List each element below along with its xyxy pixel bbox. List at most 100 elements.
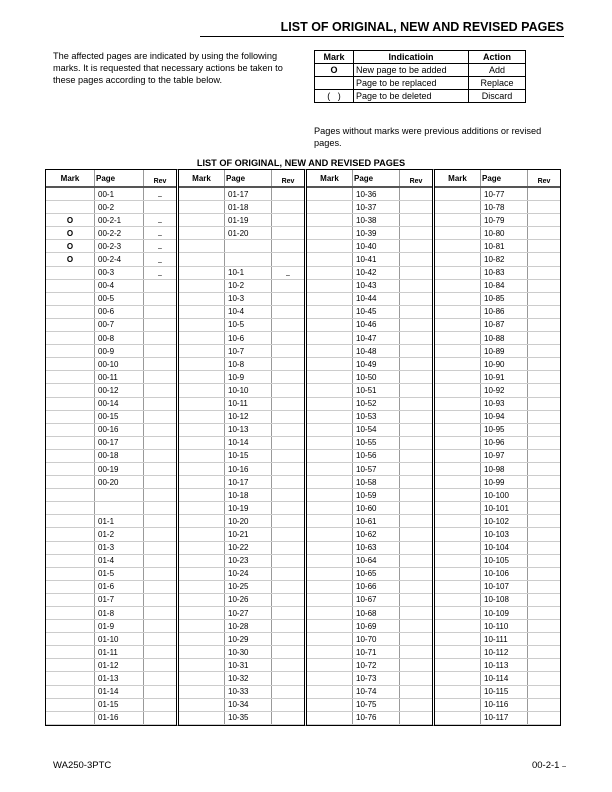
- table-row: 10-38: [307, 213, 432, 228]
- cell-rev: [527, 213, 560, 228]
- cell-mark: [435, 645, 481, 660]
- legend-row: ( ) Page to be deleted Discard: [314, 89, 526, 103]
- table-row: 10-29: [179, 632, 304, 647]
- table-row: 10-103: [435, 527, 560, 542]
- table-row: 00-18: [46, 449, 176, 463]
- cell-rev: [527, 462, 560, 477]
- cell-rev: [399, 344, 432, 359]
- table-row: 10-112: [435, 645, 560, 660]
- cell-rev: [399, 541, 432, 555]
- table-row: 10-54: [307, 423, 432, 437]
- cell-mark: [435, 305, 481, 319]
- cell-rev: [527, 554, 560, 568]
- cell-rev: [271, 383, 304, 398]
- cell-rev: [143, 580, 176, 594]
- cell-page: 10-76: [352, 711, 400, 725]
- table-row: 10-27: [179, 606, 304, 621]
- cell-rev: [143, 685, 176, 699]
- table-row: 10-60: [307, 501, 432, 516]
- cell-rev: [143, 331, 176, 346]
- table-row: 01-9: [46, 619, 176, 634]
- cell-rev: [527, 266, 560, 280]
- table-row: [179, 252, 304, 267]
- cell-mark: [179, 213, 225, 228]
- cell-mark: [46, 370, 95, 385]
- table-row: 10-5: [179, 318, 304, 333]
- cell-mark: [435, 331, 481, 346]
- cell-mark: [435, 658, 481, 673]
- cell-rev: [527, 501, 560, 516]
- cell-page: 01-18: [224, 200, 272, 215]
- cell-page: 00-16: [94, 423, 144, 437]
- legend-mark: ( ): [314, 89, 354, 103]
- cell-mark: [435, 711, 481, 725]
- cell-rev: [399, 357, 432, 372]
- cell-rev: [527, 488, 560, 503]
- table-row: 10-68: [307, 606, 432, 621]
- table-row: 10-91: [435, 370, 560, 385]
- cell-page: 10-75: [352, 698, 400, 712]
- table-row: 10-76: [307, 711, 432, 725]
- cell-rev: [271, 226, 304, 241]
- cell-mark: [307, 698, 353, 712]
- table-row: 01-5: [46, 567, 176, 581]
- table-row: 10-93: [435, 397, 560, 411]
- cell-page: 10-112: [480, 645, 528, 660]
- pages-table: Mark Page Rev 00-1–00-2 O 00-2-1– O 00-2-2– O 00-…: [45, 169, 561, 726]
- cell-page: 00-2: [94, 200, 144, 215]
- cell-rev: [271, 606, 304, 621]
- footer-page: 00-2-1: [531, 760, 560, 771]
- cell-page: 01-5: [94, 567, 144, 581]
- cell-rev: [527, 252, 560, 267]
- cell-rev: [399, 318, 432, 333]
- cell-page: 10-71: [352, 645, 400, 660]
- table-row: 10-81: [435, 239, 560, 254]
- table-row: 10-87: [435, 318, 560, 333]
- cell-mark: [179, 711, 225, 725]
- legend-indication: Page to be deleted: [353, 89, 469, 103]
- cell-page: 10-109: [480, 606, 528, 621]
- table-row: 10-20: [179, 514, 304, 529]
- cell-rev: [527, 475, 560, 490]
- cell-page: 10-99: [480, 475, 528, 490]
- cell-mark: [435, 501, 481, 516]
- cell-page: 10-107: [480, 580, 528, 594]
- cell-page: 01-16: [94, 711, 144, 725]
- cell-page: 10-90: [480, 357, 528, 372]
- cell-page: 10-26: [224, 593, 272, 608]
- cell-page: [224, 252, 272, 267]
- table-row: 01-6: [46, 580, 176, 594]
- cell-mark: [435, 671, 481, 686]
- table-row: 01-14: [46, 685, 176, 699]
- cell-rev: [271, 187, 304, 202]
- cell-mark: [179, 292, 225, 306]
- cell-mark: [179, 619, 225, 634]
- table-row: 10-114: [435, 671, 560, 686]
- cell-page: 01-17: [224, 187, 272, 202]
- cell-mark: [46, 423, 95, 437]
- cell-rev: [143, 698, 176, 712]
- cell-rev: [399, 606, 432, 621]
- column-header-rev: Rev: [399, 170, 432, 188]
- cell-page: 10-16: [224, 462, 272, 477]
- cell-rev: [271, 619, 304, 634]
- cell-rev: [271, 200, 304, 215]
- cell-page: 10-30: [224, 645, 272, 660]
- legend-header-action: Action: [468, 50, 526, 64]
- cell-page: 10-33: [224, 685, 272, 699]
- table-header-row: Mark Page Rev: [307, 170, 432, 188]
- cell-rev: [527, 331, 560, 346]
- cell-page: 01-13: [94, 671, 144, 686]
- cell-rev: [527, 671, 560, 686]
- cell-mark: [435, 226, 481, 241]
- cell-rev: [527, 436, 560, 450]
- cell-rev: [527, 632, 560, 647]
- cell-rev: [399, 397, 432, 411]
- table-row: 10-64: [307, 554, 432, 568]
- cell-mark: [435, 606, 481, 621]
- cell-page: 10-38: [352, 213, 400, 228]
- cell-page: 10-25: [224, 580, 272, 594]
- cell-rev: [527, 711, 560, 725]
- cell-page: 10-29: [224, 632, 272, 647]
